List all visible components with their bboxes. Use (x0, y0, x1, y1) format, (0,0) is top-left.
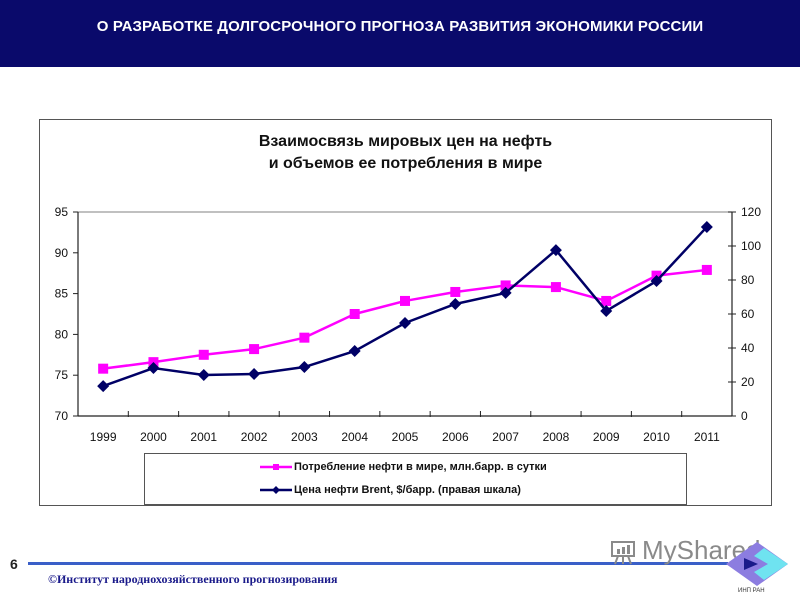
y-left-tick-label: 95 (55, 205, 69, 219)
legend-label-brent-price: Цена нефти Brent, $/барр. (правая шкала) (294, 484, 521, 496)
diamond-marker-icon (197, 369, 210, 382)
copyright-text: ©Институт народнохозяйственного прогнози… (48, 572, 338, 586)
square-marker-icon (98, 363, 109, 374)
square-marker-icon (198, 349, 209, 360)
x-tick-label: 2000 (140, 430, 167, 444)
diamond-marker-icon (549, 244, 562, 257)
logo-caption: ИНП РАН (738, 588, 765, 594)
institute-logo (724, 540, 790, 590)
y-right-tick-label: 80 (741, 273, 755, 287)
x-tick-label: 1999 (90, 430, 117, 444)
x-tick-label: 2008 (543, 430, 570, 444)
slide-title: О РАЗРАБОТКЕ ДОЛГОСРОЧНОГО ПРОГНОЗА РАЗВ… (96, 18, 704, 35)
square-marker-icon (450, 286, 461, 297)
chart-title-line-1: Взаимосвязь мировых цен на нефть (258, 133, 553, 150)
chart-legend: Потребление нефти в мире, млн.барр. в су… (144, 453, 687, 505)
diamond-marker-icon (650, 275, 663, 288)
diamond-marker-icon (348, 345, 361, 358)
square-marker-icon (260, 461, 292, 473)
chart-title: Взаимосвязь мировых цен на нефть и объем… (39, 131, 772, 175)
x-tick-label: 2003 (291, 430, 318, 444)
square-marker-icon (400, 295, 410, 306)
diamond-marker-icon (147, 362, 160, 375)
y-right-tick-label: 40 (741, 341, 755, 355)
y-left-tick-label: 85 (55, 287, 69, 301)
diamond-marker-icon (449, 297, 462, 310)
x-tick-label: 2004 (341, 430, 368, 444)
x-tick-label: 2009 (593, 430, 620, 444)
x-tick-label: 2006 (442, 430, 469, 444)
x-tick-label: 2005 (392, 430, 419, 444)
y-left-tick-label: 75 (55, 368, 69, 382)
series-line (102, 226, 708, 388)
x-tick-label: 2007 (492, 430, 519, 444)
square-marker-icon (349, 309, 360, 319)
y-right-tick-label: 100 (741, 239, 761, 253)
diamond-marker-icon (600, 304, 613, 317)
chart-series (97, 220, 713, 393)
x-tick-label: 2010 (643, 430, 670, 444)
chart-frame (39, 119, 772, 506)
square-marker-icon (500, 280, 511, 291)
diamond-marker-icon (700, 220, 713, 233)
legend-item-brent-price: Цена нефти Brent, $/барр. (правая шкала) (260, 482, 521, 498)
footer-divider (28, 562, 728, 565)
page-number: 6 (10, 556, 18, 572)
slide-header: О РАЗРАБОТКЕ ДОЛГОСРОЧНОГО ПРОГНОЗА РАЗВ… (0, 0, 800, 67)
x-tick-label: 2011 (694, 430, 720, 444)
chart-axes: 70 75 80 85 90 95 0 20 40 60 80 100 120 1999 2000 2001 2… (55, 205, 762, 444)
diamond-marker-icon (499, 286, 512, 299)
x-tick-label: 2001 (190, 430, 217, 444)
diamond-marker-icon (399, 317, 411, 330)
legend-label-consumption: Потребление нефти в мире, млн.барр. в су… (294, 461, 547, 473)
y-right-tick-label: 20 (741, 375, 755, 389)
diamond-marker-icon (97, 380, 110, 393)
presentation-icon (608, 536, 638, 566)
y-right-tick-label: 120 (741, 205, 761, 219)
square-marker-icon (249, 344, 260, 355)
square-marker-icon (701, 264, 712, 275)
diamond-marker-icon (248, 368, 261, 381)
square-marker-icon (299, 332, 310, 343)
chart-title-line-2: и объемов ее потребления в мире (268, 155, 543, 172)
legend-item-consumption: Потребление нефти в мире, млн.барр. в су… (260, 459, 547, 475)
y-right-tick-label: 0 (741, 409, 748, 423)
y-right-tick-label: 60 (741, 307, 755, 321)
diamond-marker-icon (260, 484, 292, 496)
diamond-marker-icon (298, 361, 311, 374)
x-tick-label: 2002 (241, 430, 268, 444)
y-left-tick-label: 90 (55, 246, 69, 260)
square-marker-icon (550, 282, 561, 293)
y-left-tick-label: 70 (55, 409, 69, 423)
y-left-tick-label: 80 (55, 327, 69, 341)
square-marker-icon (601, 295, 612, 306)
